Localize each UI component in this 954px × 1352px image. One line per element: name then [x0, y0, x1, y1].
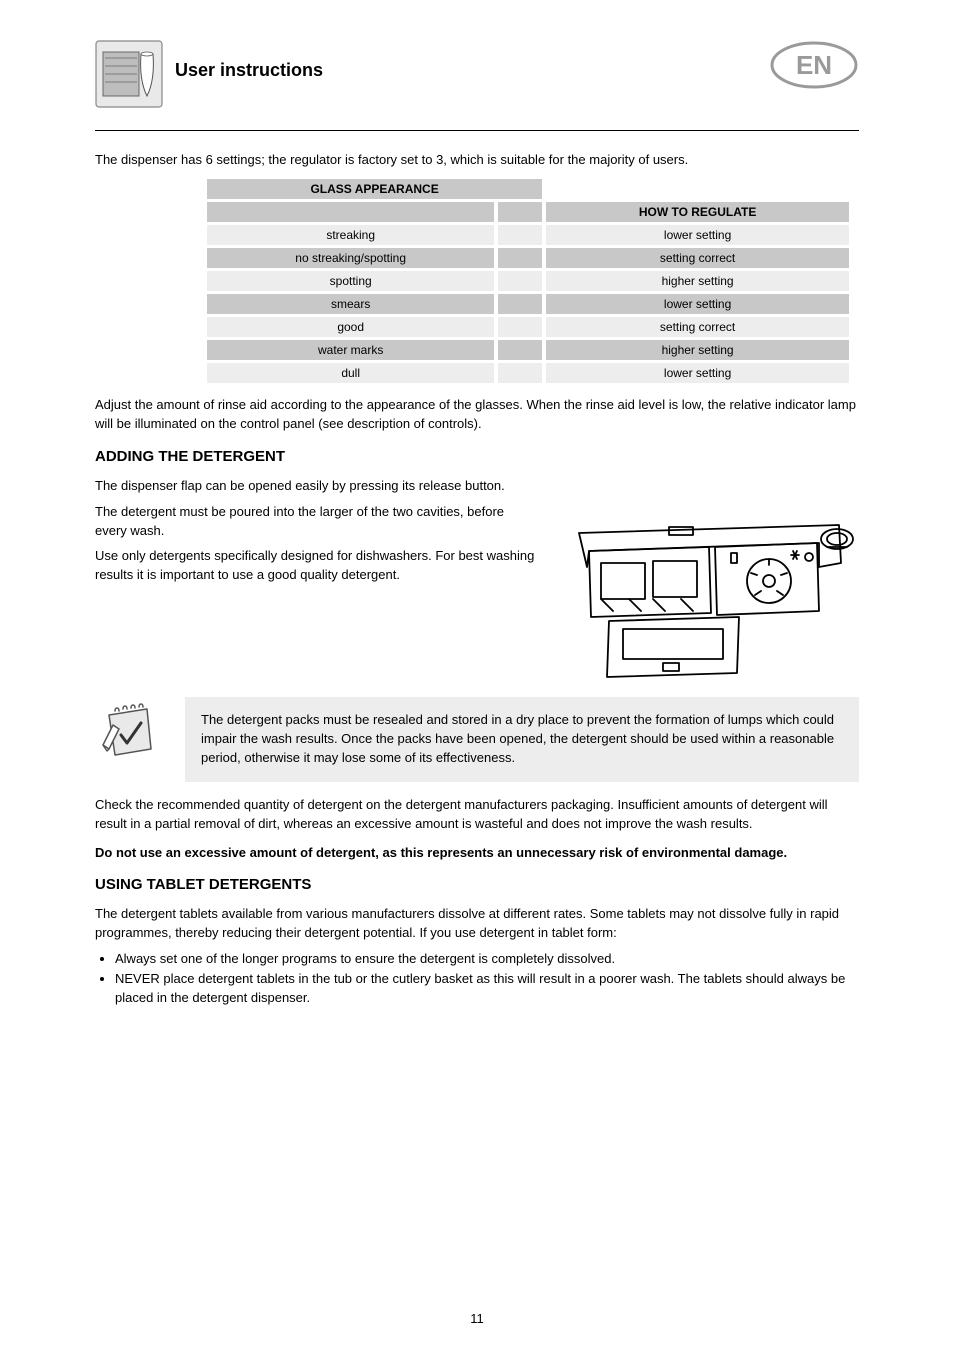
table-cell: [498, 317, 542, 337]
detergent-para3: Use only detergents specifically designe…: [95, 547, 539, 585]
table-cell: [498, 294, 542, 314]
header-divider: [95, 130, 859, 131]
glass-appearance-table: GLASS APPEARANCE HOW TO REGULATE streaki…: [203, 176, 853, 386]
table-cell: good: [207, 317, 494, 337]
note-text: The detergent packs must be resealed and…: [185, 697, 859, 782]
tablets-heading: USING TABLET DETERGENTS: [95, 876, 859, 893]
table-cell: setting correct: [546, 248, 849, 268]
table-subhead-middle: [498, 202, 542, 222]
table-cell: no streaking/spotting: [207, 248, 494, 268]
manual-section-icon: [95, 40, 163, 108]
table-cell: [498, 363, 542, 383]
tablet-bullet-1: Always set one of the longer programs to…: [115, 949, 859, 969]
page-number: 11: [470, 1311, 484, 1326]
language-badge: EN: [769, 40, 859, 90]
detergent-para4: Check the recommended quantity of deterg…: [95, 796, 859, 834]
table-cell: water marks: [207, 340, 494, 360]
rinse-aid-note: Adjust the amount of rinse aid according…: [95, 396, 859, 434]
detergent-dispenser-illustration: [559, 503, 859, 693]
table-cell: setting correct: [546, 317, 849, 337]
table-subhead-appearance: [207, 202, 494, 222]
note-icon: [95, 697, 185, 782]
page-title: User instructions: [175, 60, 323, 81]
tablet-bullet-2: NEVER place detergent tablets in the tub…: [115, 969, 859, 1008]
rinse-aid-intro: The dispenser has 6 settings; the regula…: [95, 151, 859, 170]
table-header-appearance: GLASS APPEARANCE: [207, 179, 542, 199]
table-cell: dull: [207, 363, 494, 383]
tablets-intro: The detergent tablets available from var…: [95, 905, 859, 943]
table-cell: lower setting: [546, 225, 849, 245]
table-cell: higher setting: [546, 271, 849, 291]
table-cell: lower setting: [546, 363, 849, 383]
table-cell: [498, 340, 542, 360]
language-text: EN: [796, 50, 832, 80]
detergent-warning: Do not use an excessive amount of deterg…: [95, 844, 859, 863]
table-cell: [498, 225, 542, 245]
table-cell: [498, 248, 542, 268]
detergent-para2: The detergent must be poured into the la…: [95, 503, 539, 541]
table-cell: lower setting: [546, 294, 849, 314]
table-cell: spotting: [207, 271, 494, 291]
table-cell: smears: [207, 294, 494, 314]
table-header-regulate: HOW TO REGULATE: [546, 202, 849, 222]
table-cell: higher setting: [546, 340, 849, 360]
detergent-para1: The dispenser flap can be opened easily …: [95, 477, 859, 496]
table-cell: [498, 271, 542, 291]
detergent-heading: ADDING THE DETERGENT: [95, 448, 859, 465]
table-cell: streaking: [207, 225, 494, 245]
